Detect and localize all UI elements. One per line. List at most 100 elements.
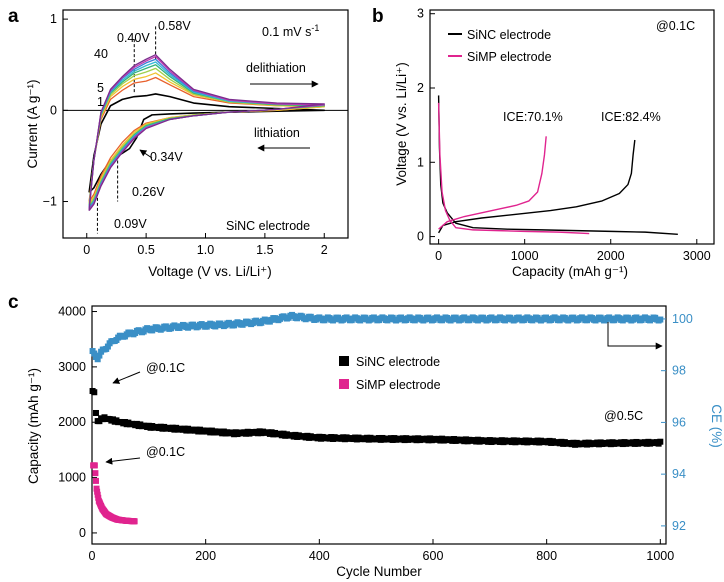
electrode-label: SiNC electrode <box>226 219 310 233</box>
peak-label-0.40V: 0.40V <box>117 31 150 45</box>
cv-curve-cycle-40 <box>88 54 325 212</box>
panel-b: b 0 1000 2000 3000 0 1 2 3 Capacity (mAh g⁻¹) V… <box>372 6 715 279</box>
panel-a-curves <box>88 54 326 212</box>
panel-b-xtick-label: 3000 <box>683 249 711 263</box>
panel-c-y2tick-label: 98 <box>672 364 686 378</box>
gcd-curve-simp-charge <box>438 136 547 230</box>
panel-b-rate-label: @0.1C <box>656 19 695 33</box>
marker-sinc-ce <box>91 350 98 357</box>
marker-simp-capacity <box>94 488 101 495</box>
panel-a: a 0 0.5 1.0 1.5 2 −1 0 1 Voltage (V vs. Li/Li⁺)… <box>8 6 349 279</box>
rate-arrow-sinc <box>112 371 141 384</box>
panel-c-axes-frame <box>91 305 667 545</box>
panel-a-xtick-label: 1.5 <box>256 243 273 257</box>
panel-a-ticks: 0 0.5 1.0 1.5 2 −1 0 1 <box>43 12 348 257</box>
marker-sinc-capacity <box>92 409 99 416</box>
panel-c-xtick-label: 1000 <box>646 549 674 563</box>
panel-c-label: c <box>8 292 19 313</box>
panel-c-y2label: CE (%) <box>709 404 724 448</box>
panel-a-xtick-label: 1.0 <box>197 243 214 257</box>
panel-a-ytick-label: 0 <box>50 103 57 117</box>
cv-curve-cycle-1 <box>88 93 326 193</box>
scan-rate-label: 0.1 mV s-1 <box>262 23 319 39</box>
marker-sinc-capacity <box>91 389 98 396</box>
marker-simp-capacity <box>91 462 98 469</box>
ice-label-simp: ICE:70.1% <box>503 110 563 124</box>
panel-c-y2tick-label: 94 <box>672 467 686 481</box>
panel-b-ticks: 0 1000 2000 3000 0 1 2 3 <box>417 7 711 263</box>
ice-label-sinc: ICE:82.4% <box>601 110 661 124</box>
panel-a-ylabel: Current (A g⁻¹) <box>25 80 40 169</box>
gcd-curve-simp-discharge <box>437 102 590 235</box>
panel-c-ytick-label: 3000 <box>58 360 86 374</box>
panel-b-ytick-label: 0 <box>417 230 424 244</box>
rate-arrow-simp <box>105 457 141 465</box>
marker-simp-capacity <box>94 491 101 498</box>
gcd-curve-sinc-discharge <box>437 95 678 236</box>
series-sinc-ce <box>89 311 664 363</box>
panel-b-curves <box>437 95 678 236</box>
rate-label-sinc-0.1C: @0.1C <box>146 361 185 375</box>
delithiation-label: delithiation <box>246 61 306 75</box>
marker-simp-capacity <box>95 494 102 501</box>
panel-a-xlabel: Voltage (V vs. Li/Li⁺) <box>148 264 271 279</box>
marker-simp-capacity <box>131 518 138 525</box>
panel-b-xlabel: Capacity (mAh g⁻¹) <box>512 264 628 279</box>
marker-sinc-capacity <box>657 438 664 445</box>
panel-c-ylabel: Capacity (mAh g⁻¹) <box>26 368 41 484</box>
panel-b-ytick-label: 2 <box>417 81 424 95</box>
panel-c-y2tick-label: 96 <box>672 415 686 429</box>
panel-c-xtick-label: 600 <box>423 549 444 563</box>
ce-axis-arrow <box>607 322 663 350</box>
marker-sinc-ce <box>96 352 103 359</box>
marker-simp-capacity <box>93 485 100 492</box>
legend-c-sinc-label: SiNC electrode <box>356 355 440 369</box>
gcd-curve-sinc-charge <box>438 139 636 234</box>
panel-c-xtick-label: 0 <box>89 549 96 563</box>
panel-b-xtick-label: 0 <box>435 249 442 263</box>
panel-c-ytick-label: 0 <box>79 526 86 540</box>
panel-b-ylabel: Voltage (V vs. Li/Li⁺) <box>394 62 409 185</box>
marker-sinc-ce <box>657 316 664 323</box>
peak-label-0.34V: 0.34V <box>150 150 183 164</box>
marker-simp-capacity <box>92 470 99 477</box>
panel-c-curves <box>89 311 664 525</box>
peak-label-0.58V: 0.58V <box>158 19 191 33</box>
panel-c-xlabel: Cycle Number <box>336 564 422 579</box>
legend-c-simp-swatch <box>339 379 349 389</box>
panel-c: c 0 200 400 600 800 1000 0 1000 2000 3000 4000 92 94… <box>8 292 724 579</box>
panel-c-xtick-label: 400 <box>309 549 330 563</box>
legend-c-simp-label: SiMP electrode <box>356 378 441 392</box>
rate-label-sinc-0.5C: @0.5C <box>604 409 643 423</box>
panel-c-xtick-label: 800 <box>536 549 557 563</box>
panel-b-ytick-label: 3 <box>417 7 424 21</box>
panel-b-xtick-label: 1000 <box>511 249 539 263</box>
panel-a-label: a <box>8 6 19 27</box>
marker-sinc-ce <box>104 343 111 350</box>
panel-b-label: b <box>372 6 384 27</box>
legend-c-sinc-swatch <box>339 356 349 366</box>
legend-b-simp-label: SiMP electrode <box>467 50 552 64</box>
rate-label-simp-0.1C: @0.1C <box>146 445 185 459</box>
cycle-label-1: 1 <box>97 95 104 109</box>
panel-c-ytick-label: 2000 <box>58 415 86 429</box>
lithiation-label: lithiation <box>254 126 300 140</box>
cycle-label-5: 5 <box>97 81 104 95</box>
peak-label-0.26V: 0.26V <box>132 185 165 199</box>
panel-c-y2tick-label: 92 <box>672 519 686 533</box>
legend-b-sinc-label: SiNC electrode <box>467 28 551 42</box>
panel-a-xtick-label: 2 <box>321 243 328 257</box>
panel-b-axes-frame <box>429 9 715 245</box>
panel-a-ytick-label: −1 <box>43 195 57 209</box>
peak-0.34V-arrow <box>139 149 153 159</box>
cycle-label-40: 40 <box>94 47 108 61</box>
panel-b-ytick-label: 1 <box>417 155 424 169</box>
panel-c-ytick-label: 1000 <box>58 471 86 485</box>
panel-b-xtick-label: 2000 <box>597 249 625 263</box>
panel-c-y2tick-label: 100 <box>672 312 693 326</box>
marker-simp-capacity <box>92 477 99 484</box>
marker-sinc-ce <box>94 356 101 363</box>
peak-label-0.09V: 0.09V <box>114 217 147 231</box>
panel-a-ytick-label: 1 <box>50 12 57 26</box>
